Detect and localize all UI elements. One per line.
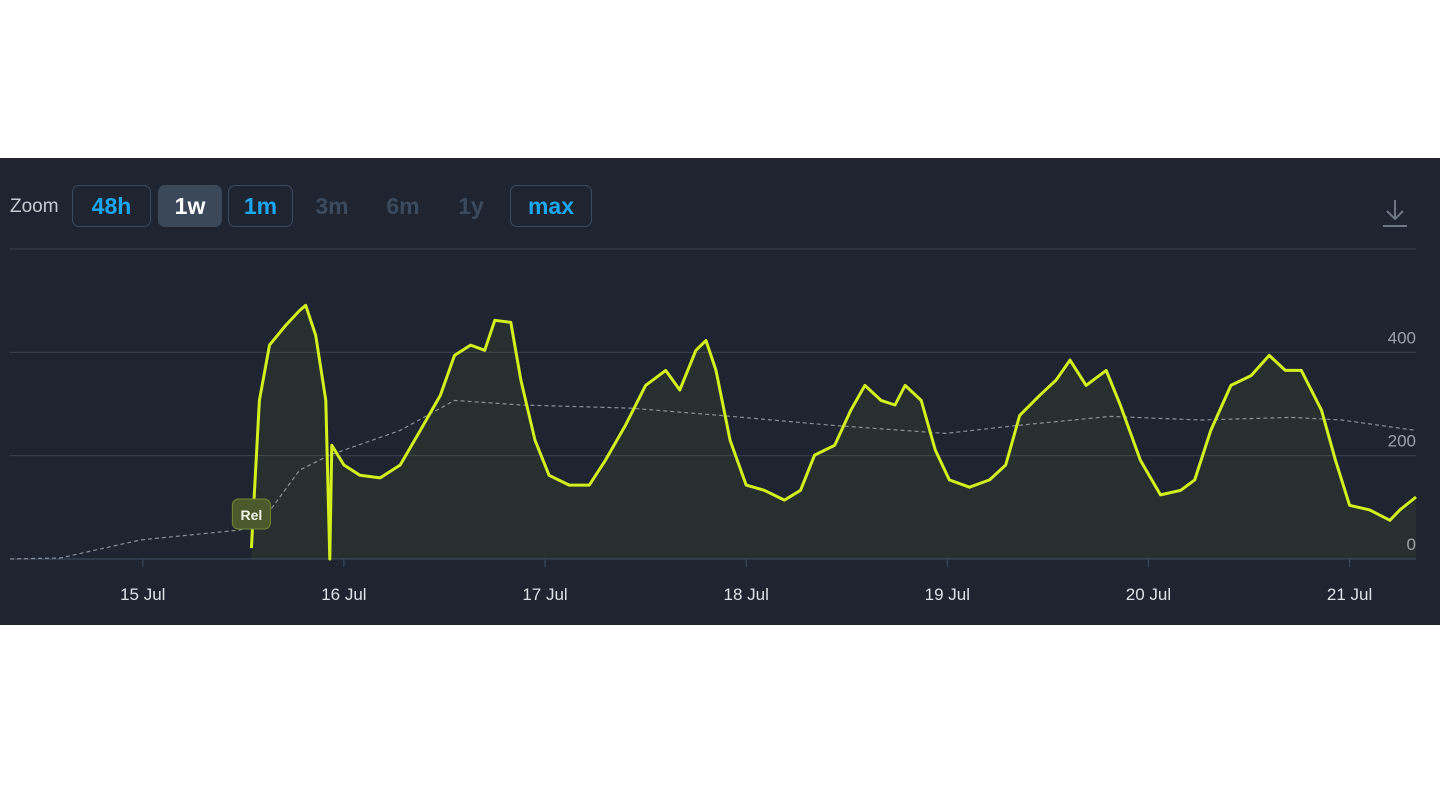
zoom-button: 6m — [386, 192, 420, 219]
zoom-button[interactable]: 48h — [72, 185, 151, 227]
zoom-button: 3m — [315, 192, 349, 219]
y-tick-label: 200 — [1388, 432, 1416, 451]
line — [249, 303, 1417, 561]
chart: 0 200 400 15 Jul 16 Jul 17 Jul 18 Jul 19 Jul 20 … — [9, 248, 1417, 604]
y-tick-label: 0 — [1407, 535, 1416, 554]
x-tick-label: 19 Jul — [925, 585, 970, 604]
line — [9, 399, 1417, 560]
chart-panel: Zoom 48h 1w 1m 3m 6m 1y max 0 200 400 15 Jul 16 Ju… — [0, 158, 1440, 625]
zoom-button[interactable]: 1w — [158, 185, 222, 227]
x-tick-label: 18 Jul — [724, 585, 769, 604]
zoom-label: Zoom — [10, 196, 59, 217]
zoom-button: 1y — [458, 192, 484, 219]
annotation-label: Rel — [240, 507, 262, 523]
x-tick-label: 21 Jul — [1327, 585, 1372, 604]
x-tick-label: 20 Jul — [1126, 585, 1171, 604]
area — [251, 305, 1416, 559]
x-tick-label: 16 Jul — [321, 585, 366, 604]
annotation-box — [231, 498, 271, 530]
zoom-button[interactable]: max — [510, 185, 592, 227]
y-tick-label: 400 — [1388, 328, 1416, 347]
x-tick-label: 15 Jul — [120, 585, 165, 604]
download-button[interactable] — [1378, 196, 1412, 230]
zoom-button[interactable]: 1m — [228, 185, 293, 227]
x-tick-label: 17 Jul — [522, 585, 567, 604]
